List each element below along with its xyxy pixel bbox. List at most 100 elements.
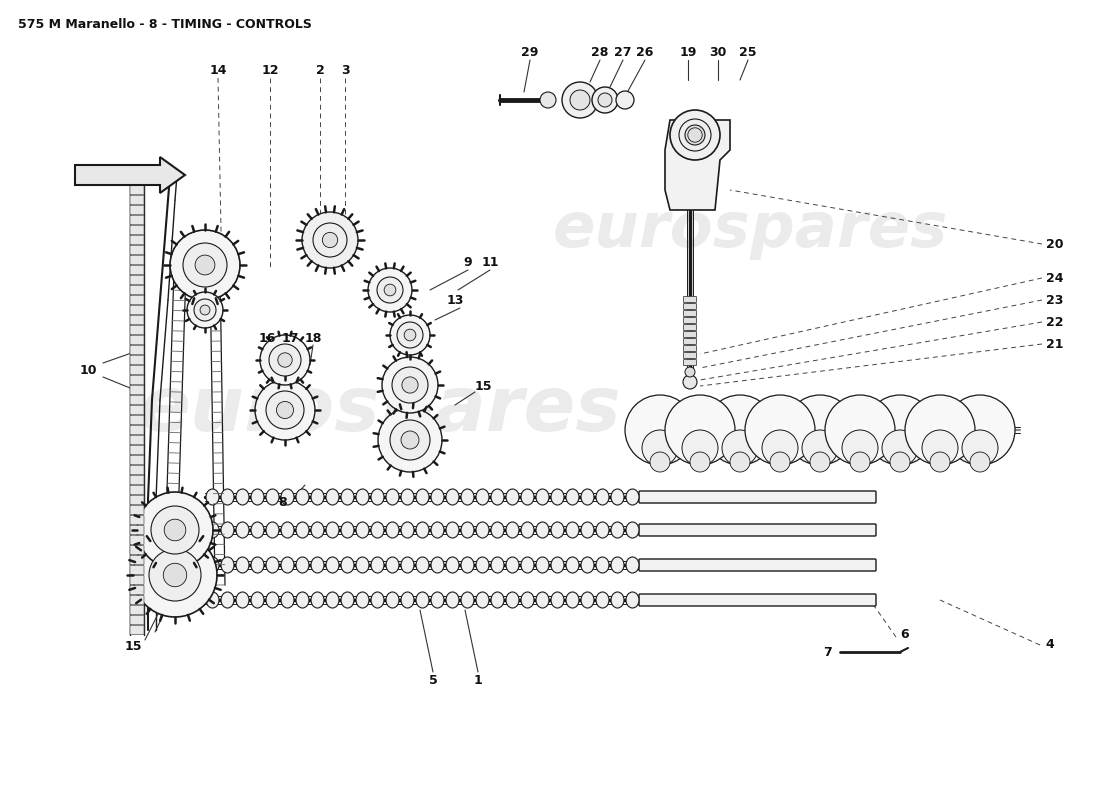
Ellipse shape [626,489,639,505]
Polygon shape [666,120,730,210]
Ellipse shape [536,489,549,505]
Ellipse shape [402,557,414,573]
Ellipse shape [266,489,279,505]
Circle shape [670,110,720,160]
Circle shape [266,391,304,429]
Ellipse shape [341,592,354,608]
Ellipse shape [221,522,234,538]
FancyBboxPatch shape [130,315,144,325]
Text: 12: 12 [262,63,278,77]
Ellipse shape [251,592,264,608]
FancyBboxPatch shape [130,266,144,274]
Circle shape [930,452,950,472]
Ellipse shape [446,522,459,538]
Ellipse shape [521,489,534,505]
Text: 24: 24 [1046,271,1064,285]
FancyBboxPatch shape [130,615,144,625]
Circle shape [945,395,1015,465]
Circle shape [540,92,556,108]
Circle shape [276,402,294,418]
FancyBboxPatch shape [130,555,144,565]
Ellipse shape [206,489,219,505]
Circle shape [970,452,990,472]
Circle shape [170,230,240,300]
Ellipse shape [476,489,490,505]
Ellipse shape [251,489,264,505]
FancyBboxPatch shape [130,215,144,225]
Ellipse shape [506,557,519,573]
Circle shape [377,277,403,303]
Ellipse shape [476,557,490,573]
FancyBboxPatch shape [130,306,144,314]
Ellipse shape [326,489,339,505]
Text: 8: 8 [278,497,287,510]
Ellipse shape [221,557,234,573]
Ellipse shape [506,522,519,538]
Text: 17: 17 [282,331,299,345]
Ellipse shape [521,522,534,538]
Text: 19: 19 [680,46,696,58]
Ellipse shape [491,522,504,538]
FancyBboxPatch shape [683,297,696,302]
Text: 22: 22 [1046,315,1064,329]
Circle shape [679,119,711,151]
Text: 7: 7 [824,646,833,658]
Ellipse shape [311,557,324,573]
Circle shape [683,375,697,389]
Circle shape [762,430,798,466]
Ellipse shape [371,592,384,608]
Ellipse shape [416,557,429,573]
FancyBboxPatch shape [130,395,144,405]
Circle shape [392,367,428,403]
Ellipse shape [296,557,309,573]
Circle shape [164,519,186,541]
FancyBboxPatch shape [130,495,144,505]
FancyBboxPatch shape [683,331,696,338]
Circle shape [402,377,418,393]
Circle shape [278,353,293,367]
Ellipse shape [446,557,459,573]
Circle shape [378,408,442,472]
Circle shape [810,452,830,472]
Circle shape [570,90,590,110]
FancyBboxPatch shape [130,526,144,534]
Circle shape [962,430,998,466]
Text: 575 M Maranello - 8 - TIMING - CONTROLS: 575 M Maranello - 8 - TIMING - CONTROLS [18,18,312,31]
FancyBboxPatch shape [130,426,144,434]
FancyBboxPatch shape [130,286,144,294]
Ellipse shape [596,557,609,573]
Ellipse shape [431,557,444,573]
Text: 10: 10 [79,363,97,377]
Circle shape [255,380,315,440]
Circle shape [690,452,710,472]
Circle shape [905,395,975,465]
FancyBboxPatch shape [130,226,144,234]
FancyBboxPatch shape [639,594,876,606]
Ellipse shape [521,592,534,608]
Circle shape [770,452,790,472]
Text: 4: 4 [1046,638,1055,651]
Text: 26: 26 [636,46,653,58]
Text: 21: 21 [1046,338,1064,350]
Ellipse shape [296,522,309,538]
Ellipse shape [431,592,444,608]
Ellipse shape [596,489,609,505]
Ellipse shape [386,522,399,538]
Text: 16: 16 [258,331,276,345]
FancyBboxPatch shape [130,295,144,305]
Text: 20: 20 [1046,238,1064,250]
FancyBboxPatch shape [130,335,144,345]
Ellipse shape [371,522,384,538]
Ellipse shape [326,522,339,538]
Circle shape [642,430,678,466]
Ellipse shape [356,592,369,608]
Text: 14: 14 [209,63,227,77]
Ellipse shape [251,557,264,573]
FancyBboxPatch shape [130,466,144,474]
Circle shape [270,344,301,376]
Ellipse shape [236,489,249,505]
Circle shape [842,430,878,466]
Ellipse shape [206,522,219,538]
Circle shape [133,533,217,617]
Circle shape [195,255,214,275]
